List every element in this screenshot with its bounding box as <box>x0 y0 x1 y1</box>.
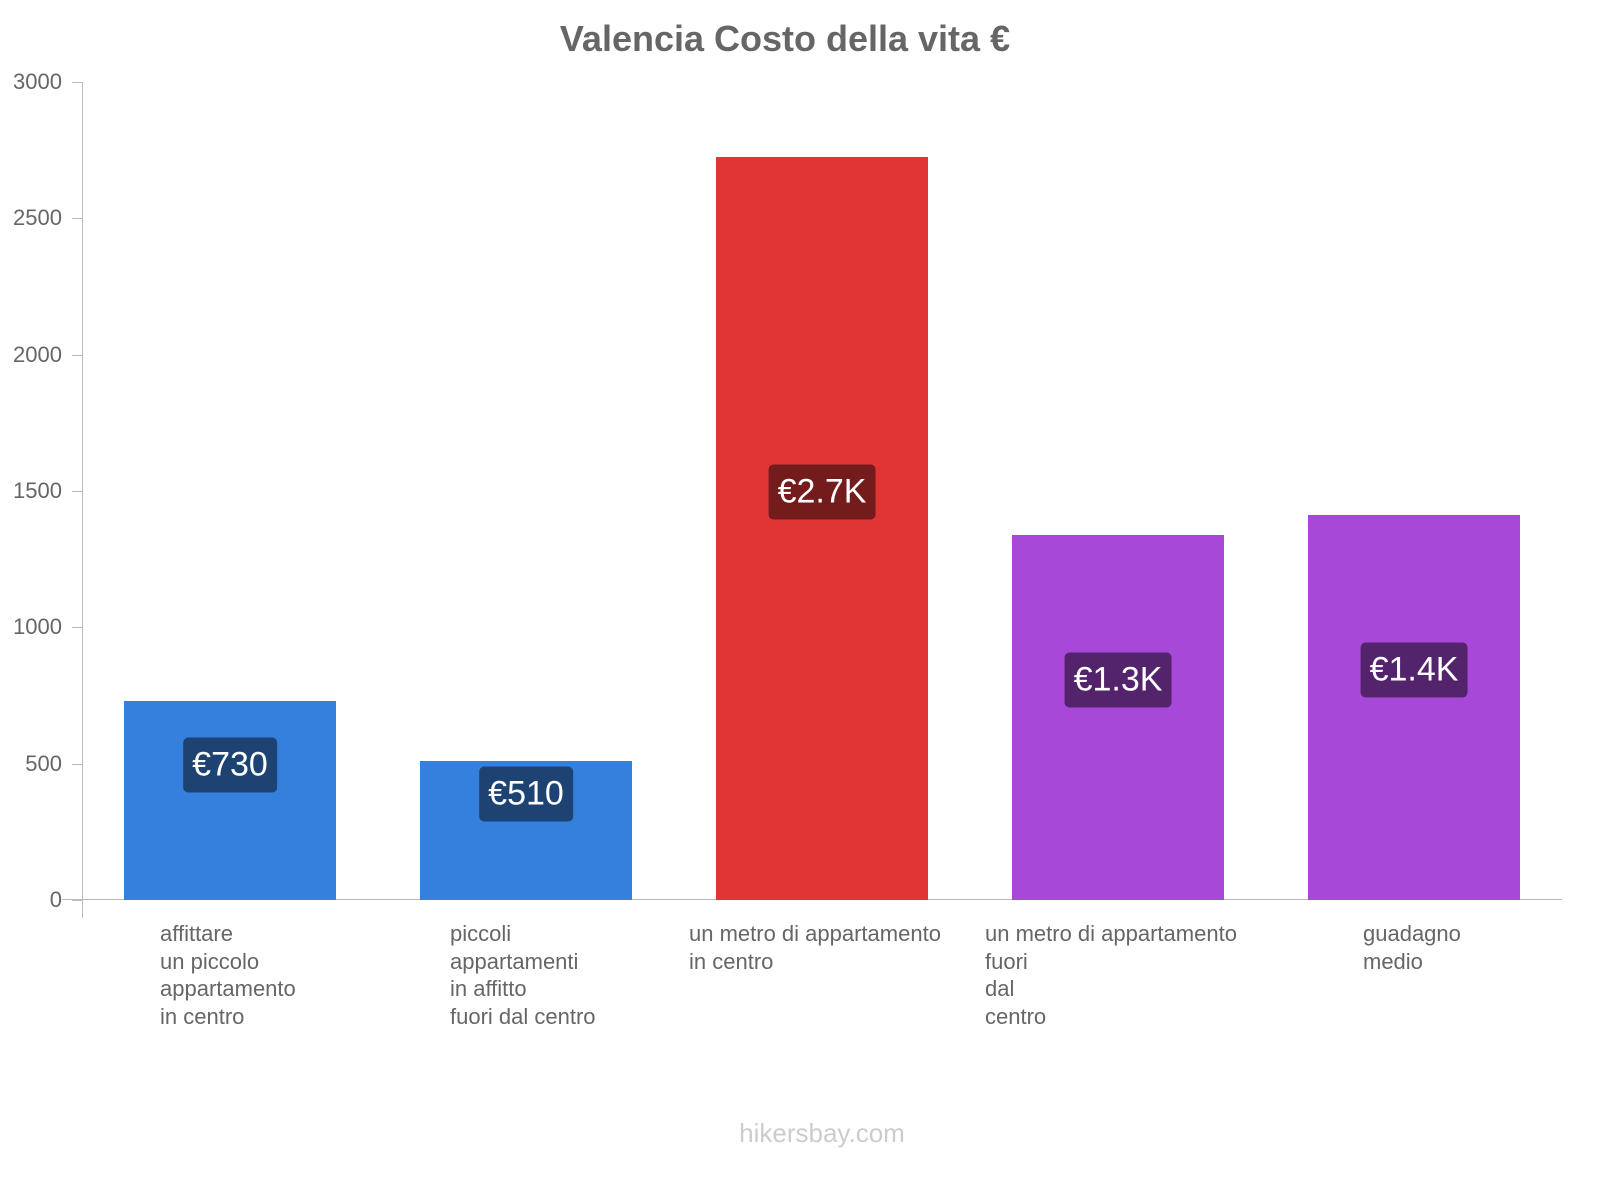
y-tick-label: 1500 <box>13 478 62 503</box>
bar[interactable] <box>716 157 928 900</box>
y-tick-label: 500 <box>25 750 62 776</box>
y-tick-label: 2500 <box>13 205 62 231</box>
bar-value-badge: €2.7K <box>768 464 876 520</box>
y-axis <box>82 82 83 918</box>
x-category-label: un metro di appartamento fuori dal centr… <box>985 921 1237 1029</box>
bar[interactable] <box>1308 514 1520 900</box>
bar-value-badge: €1.3K <box>1064 652 1172 708</box>
bar-value-badge: €1.4K <box>1360 642 1468 698</box>
x-category-label: piccoli appartamenti in affitto fuori da… <box>450 921 596 1029</box>
y-tick-mark <box>72 763 82 765</box>
bar-value-badge: €730 <box>183 737 277 793</box>
bar[interactable] <box>124 700 336 900</box>
y-tick-mark <box>72 354 82 356</box>
bar-value-badge: €510 <box>479 766 573 822</box>
chart-title: Valencia Costo della vita € <box>559 18 1011 59</box>
watermark: hikersbay.com <box>739 1118 905 1148</box>
y-tick-label: 0 <box>49 887 62 912</box>
y-tick-label: 2000 <box>13 341 62 367</box>
y-tick-mark <box>72 627 82 629</box>
y-tick-label: 1000 <box>13 614 62 640</box>
x-category-label: affittare un piccolo appartamento in cen… <box>160 921 296 1029</box>
y-tick-mark <box>72 218 82 220</box>
y-tick-mark <box>72 82 82 83</box>
x-category-label: guadagno medio <box>1363 921 1461 974</box>
y-tick-mark <box>72 491 82 492</box>
y-tick-mark <box>72 900 82 901</box>
bar[interactable] <box>1012 535 1224 900</box>
y-tick-label: 3000 <box>13 69 62 94</box>
x-category-label: un metro di appartamento in centro <box>689 921 941 974</box>
